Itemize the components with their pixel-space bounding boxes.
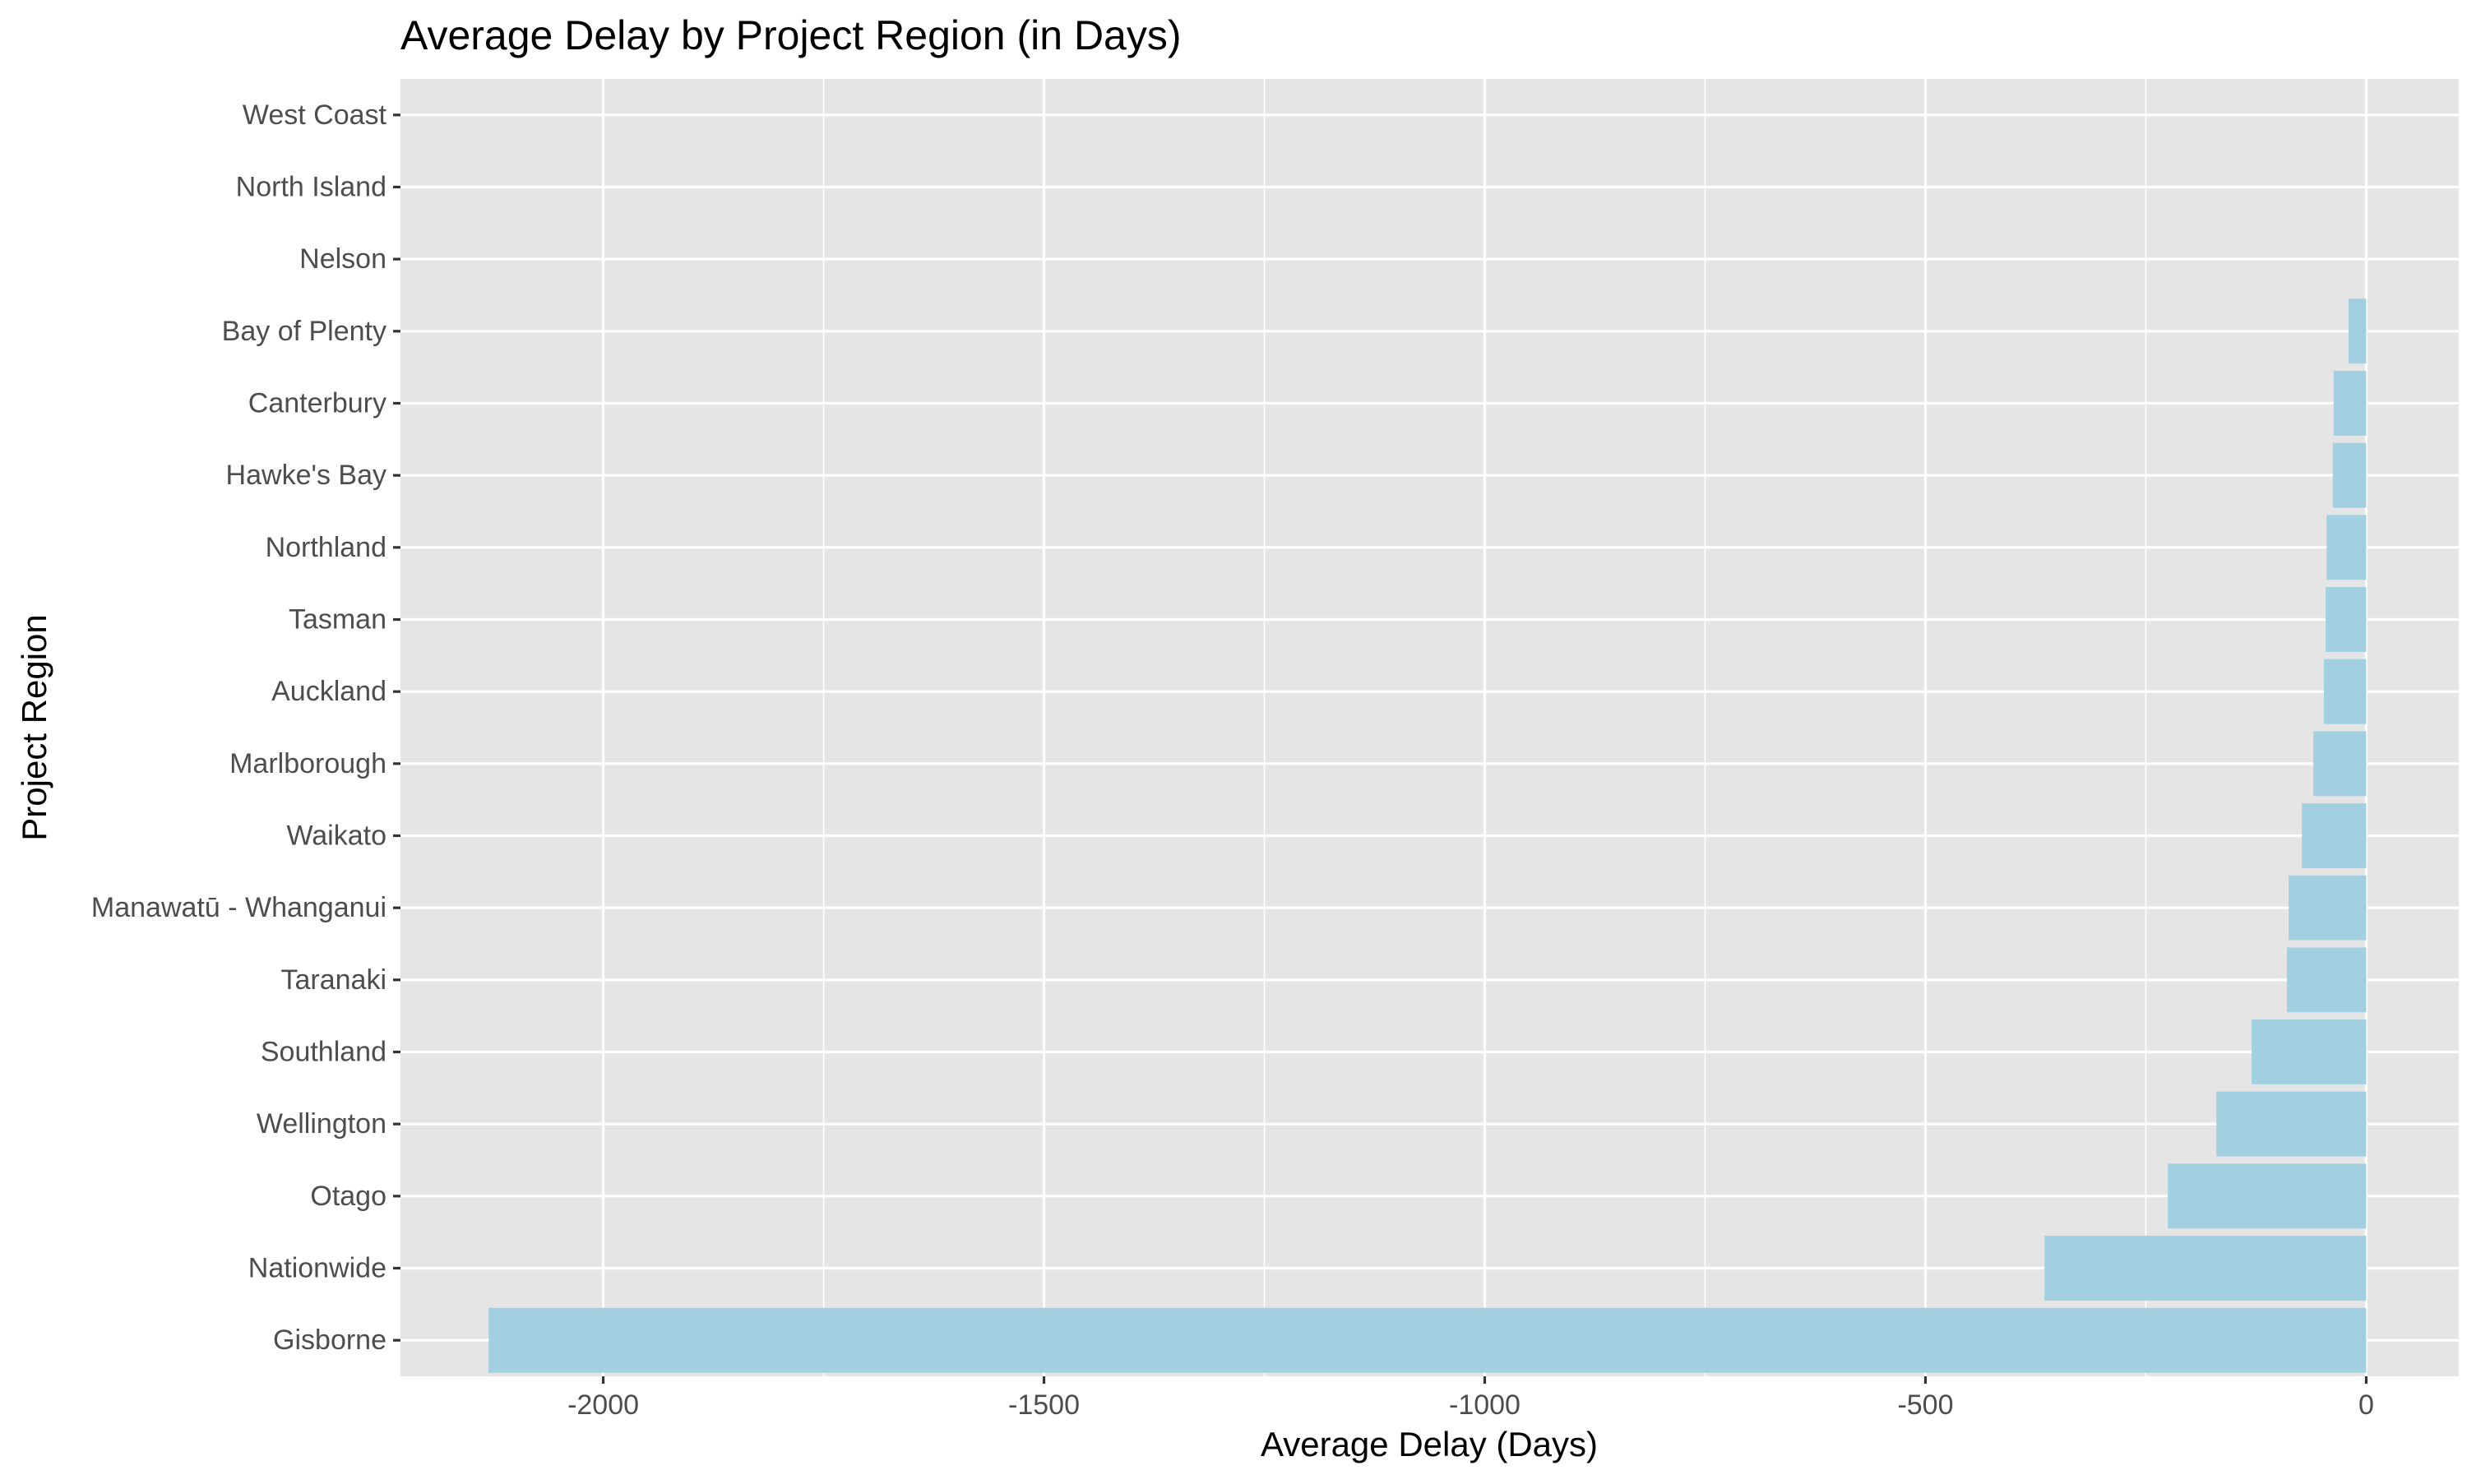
bar (2313, 731, 2367, 797)
y-axis-title: Project Region (15, 614, 53, 840)
y-tick-label: Southland (261, 1037, 386, 1068)
x-axis: -2000 -1500 -1000 -500 0 (567, 1376, 2374, 1421)
y-tick-label: Gisborne (273, 1325, 386, 1356)
x-tick-label: -1500 (1008, 1389, 1080, 1421)
bar (2349, 298, 2367, 364)
y-tick-label: Manawatū - Whanganui (91, 892, 386, 923)
y-tick-label: West Coast (243, 99, 387, 131)
bars-layer (488, 298, 2367, 1373)
y-tick-label: Otago (310, 1181, 386, 1212)
chart-title: Average Delay by Project Region (in Days… (400, 12, 1182, 58)
bar (2333, 371, 2367, 436)
y-tick-label: Canterbury (248, 388, 386, 419)
y-tick-label: North Island (236, 172, 386, 203)
bar (2332, 442, 2367, 508)
y-tick-label: Taranaki (280, 964, 386, 996)
y-tick-label: Northland (266, 532, 386, 563)
y-axis: Gisborne Nationwide Otago Wellington Southla… (91, 99, 400, 1356)
bar (2289, 875, 2367, 941)
y-tick-label: Bay of Plenty (222, 316, 386, 347)
y-tick-label: Tasman (289, 604, 386, 636)
y-tick-label: Waikato (286, 821, 386, 852)
bar (2302, 803, 2367, 868)
bar (2168, 1163, 2367, 1229)
y-tick-label: Hawke's Bay (226, 460, 386, 491)
bar (2252, 1019, 2367, 1084)
y-tick-label: Nationwide (248, 1253, 386, 1284)
bar (2044, 1236, 2367, 1301)
x-tick-label: 0 (2358, 1389, 2374, 1421)
bar (2216, 1091, 2367, 1157)
y-tick-label: Nelson (299, 243, 386, 275)
y-tick-label: Auckland (271, 676, 386, 707)
y-tick-label: Marlborough (229, 748, 386, 779)
y-tick-label: Wellington (257, 1108, 386, 1140)
bar (2326, 515, 2367, 580)
x-axis-title: Average Delay (Days) (1261, 1425, 1598, 1463)
grid-layer (400, 79, 2459, 1376)
plot-panel (400, 79, 2459, 1376)
bar (2326, 587, 2367, 652)
bar (2323, 659, 2367, 724)
x-tick-label: -500 (1897, 1389, 1953, 1421)
bar (488, 1307, 2367, 1373)
x-tick-label: -2000 (567, 1389, 639, 1421)
x-tick-label: -1000 (1449, 1389, 1520, 1421)
bar (2286, 947, 2367, 1013)
